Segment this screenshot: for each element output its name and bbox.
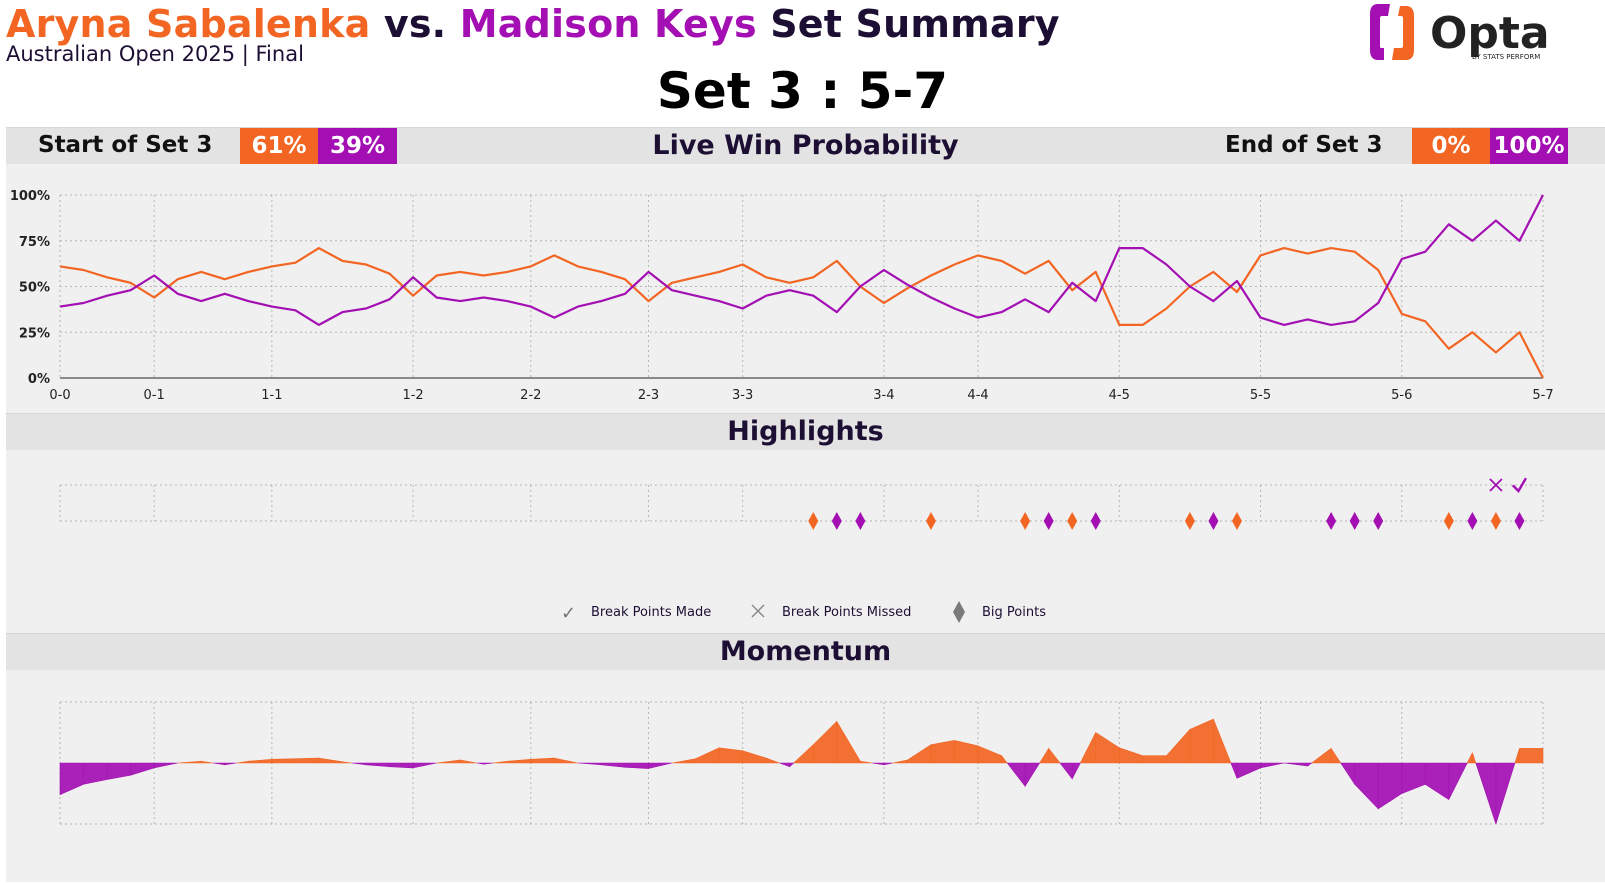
y-tick-label: 50%	[19, 281, 50, 296]
y-tick-label: 25%	[19, 326, 50, 341]
x-tick-label: 0-0	[49, 388, 70, 403]
opta-logo: Opta BY STATS PERFORM	[1370, 4, 1550, 61]
opta-mark-icon	[1370, 4, 1390, 60]
x-tick-label: 1-2	[402, 388, 423, 403]
momentum-area-keys	[59, 762, 1516, 825]
logo-subtext: BY STATS PERFORM	[1472, 53, 1540, 61]
start-p2-pct: 39%	[318, 128, 397, 165]
x-tick-label: 5-6	[1391, 388, 1412, 403]
legend-made-label: Break Points Made	[591, 605, 711, 620]
player1-name: Aryna Sabalenka	[6, 2, 371, 46]
big-point-marker	[1349, 512, 1360, 530]
title-suffix: Set Summary	[756, 2, 1060, 46]
big-point-marker	[1090, 512, 1101, 530]
x-tick-label: 4-4	[967, 388, 988, 403]
big-point-marker	[1373, 512, 1384, 530]
big-point-marker	[1208, 512, 1219, 530]
x-tick-label: 5-7	[1532, 388, 1553, 403]
x-tick-label: 4-5	[1109, 388, 1130, 403]
player2-name: Madison Keys	[459, 2, 757, 46]
momentum-panel	[6, 670, 1605, 882]
big-point-marker	[1043, 512, 1054, 530]
break-point-made-marker	[1512, 477, 1527, 493]
end-of-set-label: End of Set 3	[1225, 132, 1383, 158]
momentum-title: Momentum	[719, 636, 892, 667]
cross-icon	[751, 604, 765, 618]
momentum-chart	[59, 701, 1544, 825]
big-point-marker	[831, 512, 842, 530]
big-point-marker	[1443, 512, 1454, 530]
diamond-icon	[953, 601, 965, 623]
x-tick-label: 2-3	[638, 388, 659, 403]
big-point-marker	[1467, 512, 1478, 530]
big-point-marker	[1490, 512, 1501, 530]
highlights-header: Highlights	[6, 413, 1605, 452]
big-point-marker	[1326, 512, 1337, 530]
x-tick-label: 1-1	[261, 388, 282, 403]
big-point-marker	[1020, 512, 1031, 530]
series-line-sabalenka	[59, 246, 1544, 379]
big-point-marker	[1514, 512, 1525, 530]
start-of-set-label: Start of Set 3	[38, 132, 213, 158]
logo-text: Opta	[1430, 8, 1550, 59]
highlights-chart: ✓ Break Points Made Break Points Missed …	[59, 477, 1544, 624]
x-tick-label: 2-2	[520, 388, 541, 403]
legend-big-label: Big Points	[982, 605, 1046, 620]
legend-missed-label: Break Points Missed	[782, 605, 911, 620]
y-tick-label: 0%	[28, 372, 50, 387]
big-point-marker	[1231, 512, 1242, 530]
win-prob-chart: 0% 25% 50% 75% 100% 0-0 0-1 1-1 1-2 2-2 2-3 3-3 3-4 4…	[10, 189, 1554, 403]
big-point-marker	[925, 512, 936, 530]
momentum-header: Momentum	[6, 633, 1605, 672]
y-tick-label: 75%	[19, 235, 50, 250]
big-point-marker	[855, 512, 866, 530]
break-point-missed-marker	[1489, 478, 1503, 492]
win-prob-panel: 0% 25% 50% 75% 100% 0-0 0-1 1-1 1-2 2-2 2-3 3-3 3-4 4…	[6, 164, 1605, 413]
big-point-marker	[808, 512, 819, 530]
big-point-marker	[1184, 512, 1195, 530]
x-tick-label: 0-1	[144, 388, 165, 403]
big-point-marker	[1067, 512, 1078, 530]
x-tick-label: 3-4	[873, 388, 894, 403]
subtitle: Australian Open 2025 | Final	[6, 42, 304, 66]
series-line-keys	[59, 194, 1544, 326]
start-p1-pct: 61%	[240, 128, 318, 165]
legend: ✓ Break Points Made Break Points Missed …	[561, 601, 1046, 624]
highlights-title: Highlights	[727, 416, 884, 447]
end-p1-pct: 0%	[1412, 128, 1490, 165]
highlights-panel: ✓ Break Points Made Break Points Missed …	[6, 450, 1605, 633]
vs-text: vs.	[370, 2, 460, 46]
check-icon: ✓	[561, 603, 576, 624]
momentum-area-sabalenka	[177, 718, 1544, 764]
win-prob-title: Live Win Probability	[652, 130, 959, 161]
x-tick-label: 3-3	[732, 388, 753, 403]
end-p2-pct: 100%	[1490, 128, 1568, 165]
x-tick-label: 5-5	[1250, 388, 1271, 403]
y-tick-label: 100%	[10, 189, 50, 204]
win-prob-header: Live Win Probability Start of Set 3 61% …	[6, 127, 1605, 166]
set-score: Set 3 : 5-7	[656, 62, 949, 120]
chart-title: Aryna Sabalenka vs. Madison Keys Set Sum…	[6, 2, 1060, 46]
